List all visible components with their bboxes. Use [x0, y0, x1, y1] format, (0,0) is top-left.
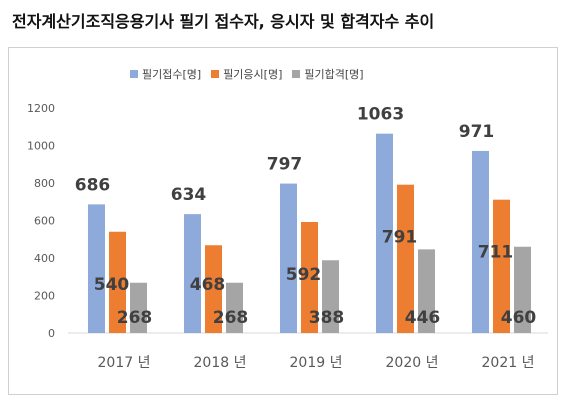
bar-0-2 [280, 183, 297, 333]
chart-title: 전자계산기조직응용기사 필기 접수자, 응시자 및 합격자수 추이 [12, 12, 435, 31]
data-label-0-4: 971 [459, 122, 495, 142]
data-label-1-0: 540 [94, 275, 130, 295]
data-label-0-2: 797 [267, 155, 303, 175]
data-label-1-4: 711 [478, 243, 514, 263]
bar-2-4 [514, 246, 531, 333]
x-tick-label: 2021 년 [482, 355, 535, 371]
bar-0-3 [376, 133, 393, 333]
data-label-0-0: 686 [75, 175, 111, 195]
y-tick-label: 800 [34, 177, 55, 190]
bar-1-0 [109, 231, 126, 333]
data-label-2-3: 446 [405, 308, 441, 328]
data-label-1-3: 791 [382, 228, 418, 248]
data-label-0-1: 634 [171, 185, 207, 205]
x-tick-label: 2017 년 [98, 355, 151, 371]
legend-swatch-applicants [130, 70, 138, 78]
data-label-1-2: 592 [286, 265, 322, 285]
legend-item-examinees: 필기응시[명] [211, 66, 282, 82]
y-tick-label: 0 [48, 327, 55, 340]
bar-1-2 [301, 222, 318, 333]
bar-1-3 [397, 184, 414, 333]
x-tick-label: 2020 년 [386, 355, 439, 371]
bar-2-0 [130, 282, 147, 333]
legend-swatch-passers [292, 70, 301, 78]
y-tick-label: 600 [34, 215, 55, 228]
legend-label-examinees: 필기응시[명] [223, 68, 283, 81]
data-label-2-0: 268 [117, 308, 153, 328]
legend-label-passers: 필기합격[명] [304, 68, 364, 81]
bar-2-2 [322, 260, 339, 333]
data-label-2-1: 268 [213, 308, 249, 328]
bar-1-1 [205, 245, 222, 333]
bar-2-3 [418, 249, 435, 333]
legend-swatch-examinees [211, 70, 220, 78]
y-tick-label: 1000 [27, 140, 55, 153]
legend-label-applicants: 필기접수[명] [142, 68, 202, 81]
data-label-0-3: 1063 [357, 105, 404, 125]
y-tick-label: 200 [34, 290, 55, 303]
legend-item-applicants: 필기접수[명] [130, 66, 201, 82]
bar-0-1 [184, 214, 201, 333]
bar-0-4 [472, 150, 489, 333]
data-label-1-1: 468 [190, 275, 226, 295]
y-tick-label: 1200 [27, 102, 55, 115]
bar-1-4 [493, 199, 510, 333]
data-label-2-4: 460 [501, 308, 537, 328]
legend: 필기접수[명] 필기응시[명] 필기합격[명] [130, 66, 364, 82]
data-label-2-2: 388 [309, 308, 345, 328]
bar-0-0 [88, 204, 105, 333]
legend-item-passers: 필기합격[명] [292, 66, 364, 82]
bar-2-1 [226, 282, 243, 333]
y-tick-label: 400 [34, 252, 55, 265]
x-tick-label: 2018 년 [194, 355, 247, 371]
x-tick-label: 2019 년 [290, 355, 343, 371]
